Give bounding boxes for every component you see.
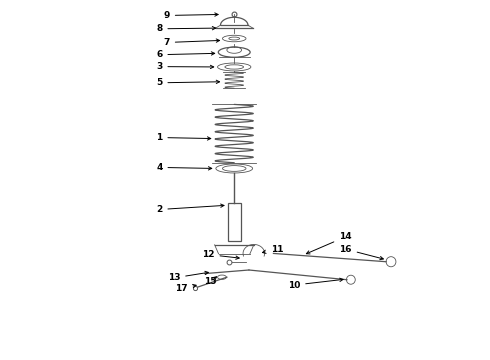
Text: 2: 2 [156, 204, 224, 214]
Text: 1: 1 [156, 133, 211, 142]
Text: 14: 14 [306, 233, 352, 254]
Text: 13: 13 [168, 271, 208, 282]
Text: 17: 17 [175, 284, 196, 293]
Text: 5: 5 [156, 78, 220, 87]
Text: 4: 4 [156, 163, 212, 172]
Text: 8: 8 [156, 24, 216, 33]
Text: 12: 12 [202, 250, 239, 259]
Text: 7: 7 [163, 38, 220, 47]
Text: 15: 15 [204, 277, 217, 286]
Text: 16: 16 [339, 245, 383, 260]
Text: 11: 11 [263, 245, 283, 253]
Text: 3: 3 [156, 62, 214, 71]
Text: 9: 9 [163, 11, 218, 20]
Text: 10: 10 [288, 278, 343, 289]
Text: 6: 6 [156, 50, 215, 59]
